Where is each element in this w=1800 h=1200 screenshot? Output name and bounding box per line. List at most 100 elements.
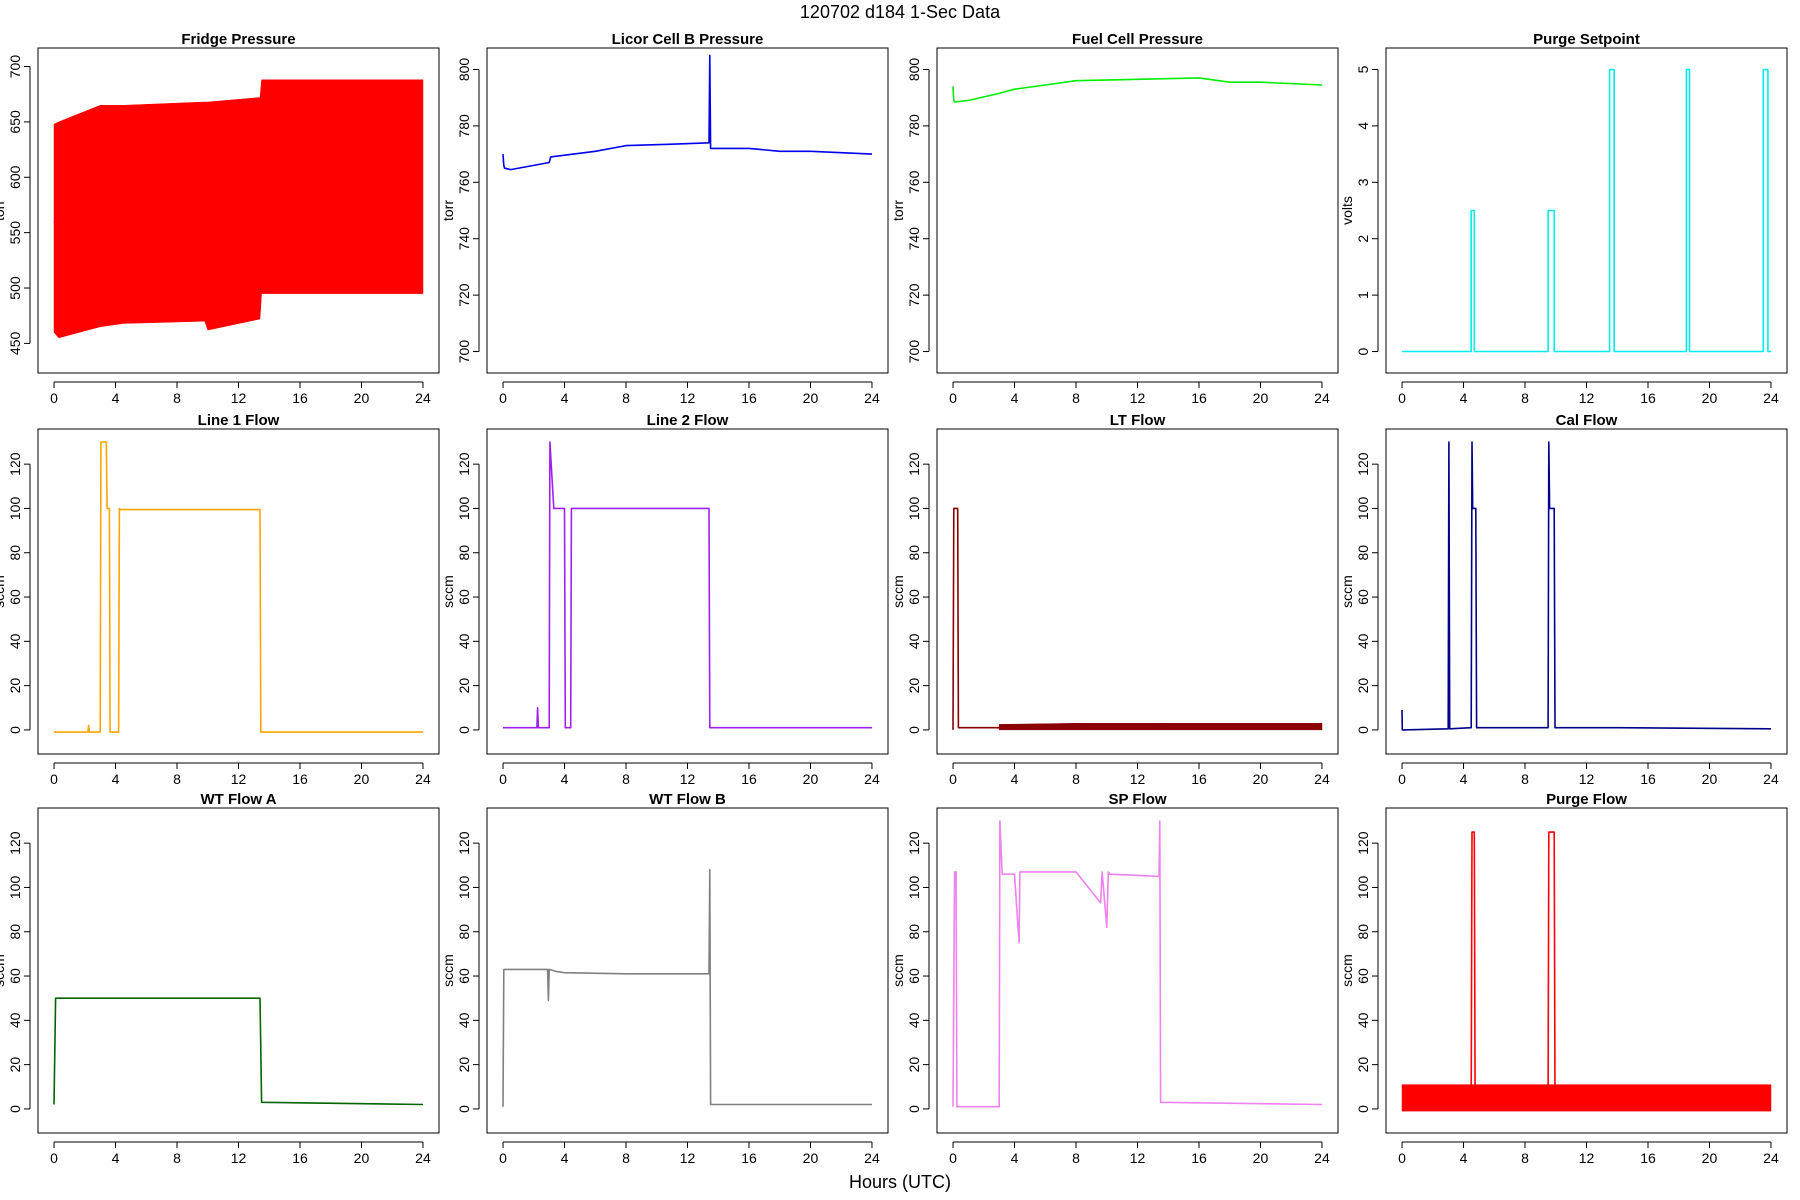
x-tick-label: 8 — [1072, 1150, 1080, 1166]
x-axis: 0 4 8 12 16 20 24 — [949, 762, 1330, 787]
series-line — [952, 77, 1323, 103]
x-axis: 0 4 8 12 16 20 24 — [499, 381, 880, 406]
x-tick-label: 12 — [1579, 1150, 1595, 1166]
y-tick-label: 40 — [906, 1012, 922, 1028]
chart-panel: Purge Flow 0 4 8 12 16 20 24 0 20 40 60 80 100 120 sccm — [1339, 791, 1788, 1166]
y-axis-label: sccm — [0, 954, 7, 987]
y-tick-label: 80 — [1355, 545, 1371, 561]
plot-frame — [486, 47, 889, 374]
panel-title: SP Flow — [1108, 791, 1166, 808]
x-tick-label: 20 — [1702, 390, 1718, 406]
y-tick-label: 20 — [7, 1057, 23, 1073]
y-axis-label: sccm — [440, 575, 456, 608]
x-tick-label: 24 — [864, 771, 880, 787]
x-tick-label: 12 — [680, 390, 696, 406]
y-tick-label: 700 — [456, 340, 472, 364]
y-tick-label: 800 — [456, 58, 472, 82]
y-tick-label: 100 — [456, 497, 472, 521]
panel-title: LT Flow — [1110, 412, 1166, 429]
x-tick-label: 4 — [561, 771, 569, 787]
plot-frame — [1385, 807, 1788, 1134]
y-axis: 0 20 40 60 80 100 120 — [1355, 831, 1379, 1113]
y-tick-label: 650 — [7, 110, 23, 134]
x-axis: 0 4 8 12 16 20 24 — [50, 1141, 431, 1166]
x-tick-label: 24 — [1314, 1150, 1330, 1166]
y-tick-label: 780 — [906, 114, 922, 138]
panel-title: Cal Flow — [1556, 412, 1618, 429]
x-tick-label: 20 — [1702, 1150, 1718, 1166]
y-tick-label: 500 — [7, 276, 23, 300]
y-tick-label: 20 — [1355, 1057, 1371, 1073]
x-tick-label: 16 — [1191, 1150, 1207, 1166]
x-tick-label: 12 — [231, 390, 247, 406]
x-tick-label: 20 — [803, 1150, 819, 1166]
x-tick-label: 16 — [1640, 390, 1656, 406]
panel-title: WT Flow B — [649, 791, 726, 808]
series-line — [502, 868, 872, 1107]
x-tick-label: 8 — [1521, 771, 1529, 787]
x-tick-label: 16 — [741, 771, 757, 787]
series-line — [503, 441, 872, 729]
x-tick-label: 20 — [803, 390, 819, 406]
plot-frame — [486, 807, 889, 1134]
y-tick-label: 4 — [1355, 122, 1371, 130]
series-line — [1401, 441, 1772, 731]
y-tick-label: 100 — [906, 876, 922, 900]
y-tick-label: 60 — [906, 968, 922, 984]
x-tick-label: 24 — [415, 390, 431, 406]
x-tick-label: 8 — [622, 1150, 630, 1166]
x-tick-label: 20 — [354, 390, 370, 406]
x-tick-label: 0 — [499, 390, 507, 406]
x-tick-label: 0 — [1398, 390, 1406, 406]
x-axis: 0 4 8 12 16 20 24 — [50, 381, 431, 406]
y-tick-label: 0 — [1355, 347, 1371, 355]
chart-panel: Cal Flow 0 4 8 12 16 20 24 0 20 40 60 80 100 120 sccm — [1339, 412, 1788, 787]
series-line — [1402, 831, 1771, 1099]
y-tick-label: 60 — [456, 968, 472, 984]
plot-area — [54, 441, 423, 733]
x-tick-label: 16 — [741, 1150, 757, 1166]
y-tick-label: 20 — [456, 678, 472, 694]
x-tick-label: 24 — [415, 1150, 431, 1166]
chart-panel: SP Flow 0 4 8 12 16 20 24 0 20 40 60 80 100 120 sccm — [890, 791, 1339, 1166]
figure-x-axis-label: Hours (UTC) — [849, 1172, 951, 1192]
y-axis: 0 20 40 60 80 100 120 — [7, 831, 31, 1113]
chart-panel: WT Flow B 0 4 8 12 16 20 24 0 20 40 60 80 100 120 sccm — [440, 791, 889, 1166]
y-tick-label: 5 — [1355, 65, 1371, 73]
y-tick-label: 450 — [7, 331, 23, 355]
y-tick-label: 120 — [456, 831, 472, 855]
x-tick-label: 16 — [1640, 1150, 1656, 1166]
y-tick-label: 20 — [1355, 678, 1371, 694]
y-tick-label: 0 — [1355, 726, 1371, 734]
x-tick-label: 16 — [741, 390, 757, 406]
y-axis-label: torr — [0, 200, 7, 221]
y-axis: 0 20 40 60 80 100 120 — [906, 452, 930, 734]
plot-area — [53, 997, 424, 1106]
x-tick-label: 8 — [622, 390, 630, 406]
y-tick-label: 3 — [1355, 178, 1371, 186]
y-tick-label: 40 — [7, 633, 23, 649]
x-tick-label: 12 — [1579, 771, 1595, 787]
x-tick-label: 8 — [1072, 390, 1080, 406]
plot-frame — [37, 47, 440, 374]
figure-title: 120702 d184 1-Sec Data — [800, 2, 1001, 22]
y-tick-label: 800 — [906, 58, 922, 82]
y-axis-label: torr — [440, 200, 456, 221]
x-tick-label: 8 — [173, 771, 181, 787]
series-band — [998, 723, 1323, 731]
x-axis: 0 4 8 12 16 20 24 — [499, 1141, 880, 1166]
plot-area — [502, 54, 873, 171]
y-tick-label: 120 — [7, 452, 23, 476]
x-tick-label: 4 — [1460, 771, 1468, 787]
y-tick-label: 40 — [1355, 1012, 1371, 1028]
chart-panel: Fuel Cell Pressure 0 4 8 12 16 20 24 700 720 740 76… — [890, 31, 1339, 406]
y-axis-label: sccm — [890, 954, 906, 987]
panel-title: WT Flow A — [200, 791, 276, 808]
x-tick-label: 24 — [1763, 1150, 1779, 1166]
y-tick-label: 60 — [456, 589, 472, 605]
x-axis: 0 4 8 12 16 20 24 — [50, 762, 431, 787]
series-line — [53, 997, 424, 1106]
x-tick-label: 16 — [1191, 771, 1207, 787]
y-tick-label: 100 — [7, 497, 23, 521]
